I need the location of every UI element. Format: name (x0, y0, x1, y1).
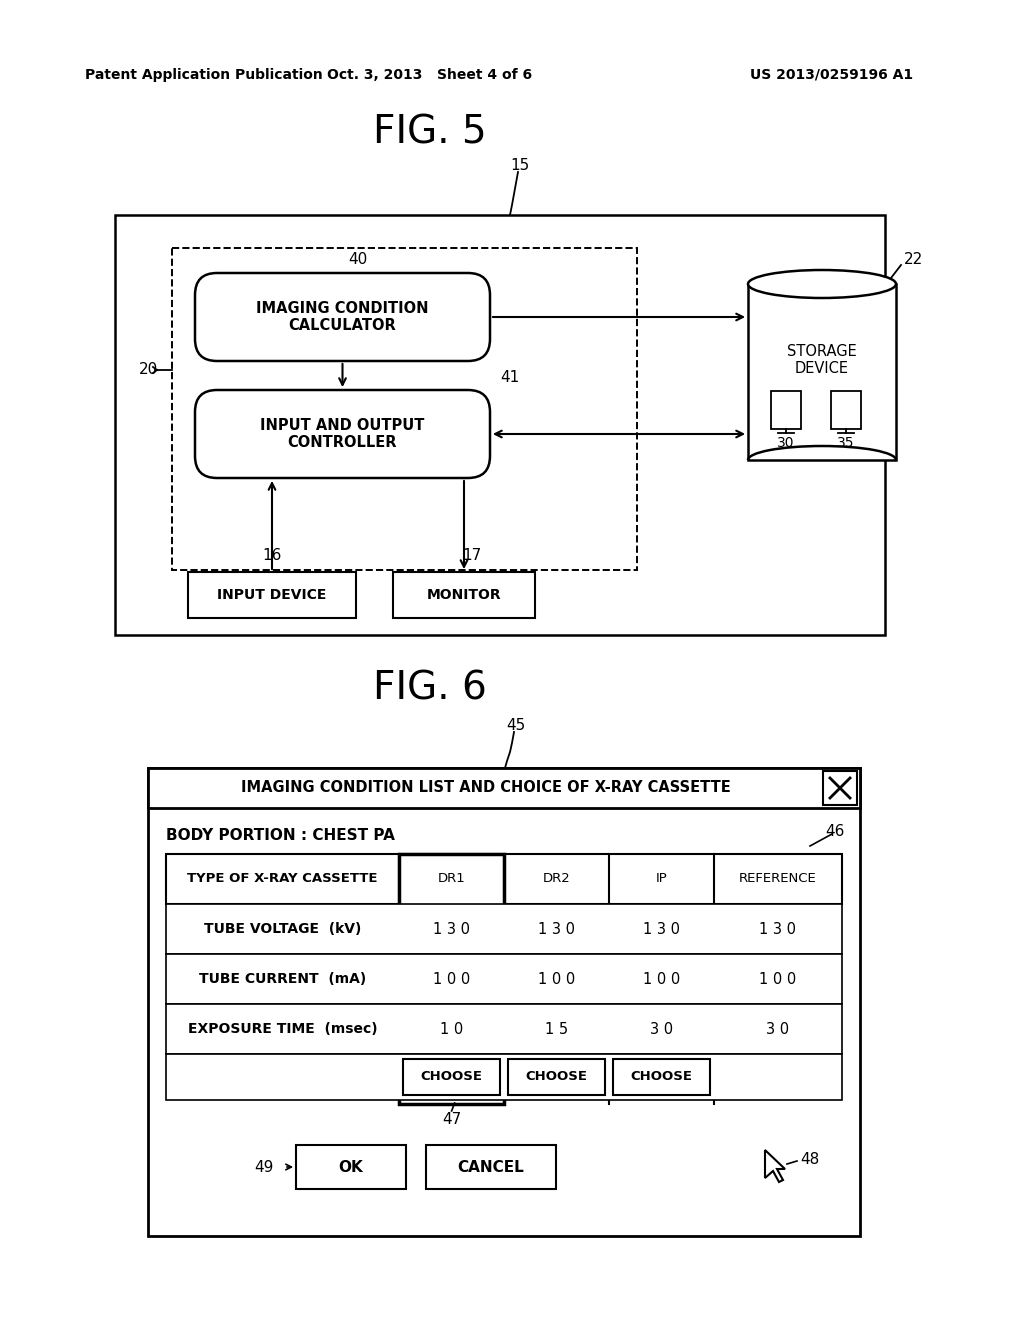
Text: 30: 30 (777, 436, 795, 450)
Text: 16: 16 (262, 549, 282, 564)
Text: 1 0 0: 1 0 0 (433, 972, 470, 986)
Bar (771, 391, 801, 429)
Bar (296, 1144, 406, 1189)
Bar (148, 768, 860, 808)
Text: IP: IP (655, 873, 667, 886)
Bar (831, 391, 861, 429)
Bar (399, 854, 504, 1104)
Text: MONITOR: MONITOR (427, 587, 502, 602)
Bar (393, 572, 535, 618)
Text: 22: 22 (904, 252, 924, 268)
Bar (166, 1053, 842, 1100)
Bar (823, 771, 857, 805)
Bar (426, 1144, 556, 1189)
PathPatch shape (765, 1150, 785, 1181)
Bar (148, 768, 860, 1236)
Bar (166, 854, 842, 904)
Text: CANCEL: CANCEL (458, 1159, 524, 1175)
Text: 1 0 0: 1 0 0 (538, 972, 575, 986)
Text: 1 5: 1 5 (545, 1022, 568, 1036)
Text: 35: 35 (838, 436, 855, 450)
Text: TYPE OF X-RAY CASSETTE: TYPE OF X-RAY CASSETTE (187, 873, 378, 886)
Text: REFERENCE: REFERENCE (739, 873, 817, 886)
Text: INPUT AND OUTPUT
CONTROLLER: INPUT AND OUTPUT CONTROLLER (260, 418, 425, 450)
Text: 17: 17 (463, 549, 481, 564)
Text: 48: 48 (800, 1152, 819, 1167)
Text: 40: 40 (348, 252, 368, 268)
Text: CHOOSE: CHOOSE (421, 1071, 482, 1084)
FancyBboxPatch shape (195, 273, 490, 360)
Text: 1 0 0: 1 0 0 (642, 972, 680, 986)
Text: EXPOSURE TIME  (msec): EXPOSURE TIME (msec) (187, 1022, 378, 1036)
Text: 1 3 0: 1 3 0 (643, 921, 680, 936)
Ellipse shape (748, 271, 896, 298)
Text: US 2013/0259196 A1: US 2013/0259196 A1 (750, 69, 913, 82)
Text: IMAGING CONDITION
CALCULATOR: IMAGING CONDITION CALCULATOR (256, 301, 429, 333)
Text: 1 3 0: 1 3 0 (759, 921, 797, 936)
Text: 15: 15 (510, 157, 529, 173)
Text: 49: 49 (255, 1159, 274, 1175)
Text: FIG. 6: FIG. 6 (373, 669, 487, 708)
Text: STORAGE
DEVICE: STORAGE DEVICE (787, 343, 857, 376)
Text: IMAGING CONDITION LIST AND CHOICE OF X-RAY CASSETTE: IMAGING CONDITION LIST AND CHOICE OF X-R… (241, 780, 731, 796)
Text: 1 0 0: 1 0 0 (759, 972, 797, 986)
Bar (188, 572, 356, 618)
Text: BODY PORTION : CHEST PA: BODY PORTION : CHEST PA (166, 829, 395, 843)
Bar (166, 1005, 842, 1053)
Text: 41: 41 (501, 370, 519, 384)
Text: Oct. 3, 2013   Sheet 4 of 6: Oct. 3, 2013 Sheet 4 of 6 (328, 69, 532, 82)
Bar (508, 1059, 605, 1096)
Text: OK: OK (339, 1159, 364, 1175)
Text: TUBE CURRENT  (mA): TUBE CURRENT (mA) (199, 972, 367, 986)
Text: Patent Application Publication: Patent Application Publication (85, 69, 323, 82)
FancyBboxPatch shape (195, 389, 490, 478)
Bar (748, 284, 896, 459)
Text: 1 3 0: 1 3 0 (538, 921, 574, 936)
Text: 3 0: 3 0 (766, 1022, 790, 1036)
Text: DR2: DR2 (543, 873, 570, 886)
Text: 20: 20 (138, 363, 158, 378)
Text: INPUT DEVICE: INPUT DEVICE (217, 587, 327, 602)
Bar (166, 954, 842, 1005)
Bar (166, 904, 842, 954)
Text: 47: 47 (442, 1113, 461, 1127)
Text: DR1: DR1 (437, 873, 466, 886)
Bar (612, 1059, 710, 1096)
Bar (172, 248, 637, 570)
Bar (115, 215, 885, 635)
Text: 1 3 0: 1 3 0 (433, 921, 470, 936)
Text: FIG. 5: FIG. 5 (373, 114, 486, 152)
Text: 3 0: 3 0 (649, 1022, 673, 1036)
Text: 46: 46 (825, 824, 845, 838)
Text: 45: 45 (507, 718, 525, 733)
Text: CHOOSE: CHOOSE (630, 1071, 692, 1084)
Bar (403, 1059, 500, 1096)
Text: CHOOSE: CHOOSE (525, 1071, 588, 1084)
Text: TUBE VOLTAGE  (kV): TUBE VOLTAGE (kV) (204, 921, 361, 936)
Text: 1 0: 1 0 (440, 1022, 463, 1036)
